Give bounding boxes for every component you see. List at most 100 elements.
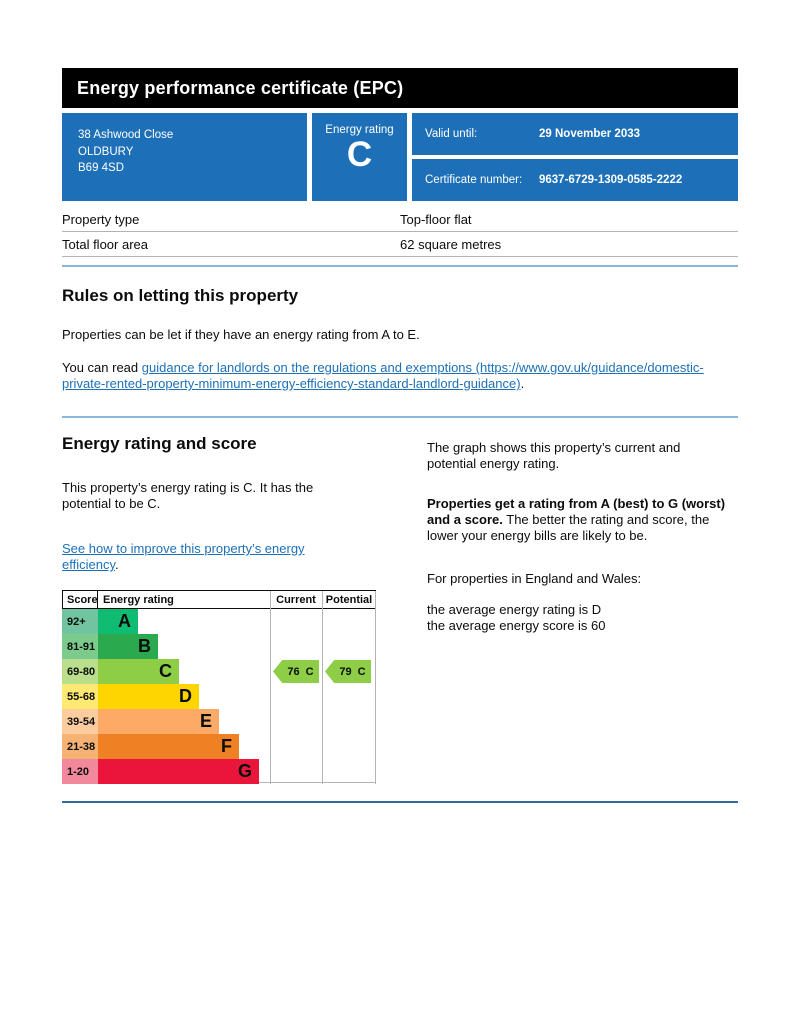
england-wales-line: For properties in England and Wales: xyxy=(427,571,642,586)
band-bar-g: G xyxy=(98,759,259,784)
epc-rating-chart: Score Energy rating Current Potential 92… xyxy=(62,590,376,784)
ratings-explanation: Properties get a rating from A (best) to… xyxy=(427,496,731,544)
rules-guidance-paragraph: You can read guidance for landlords on t… xyxy=(62,360,738,392)
band-letter: E xyxy=(199,711,212,731)
epc-chart-rows: 92+ A 81-91 B 69-80 C 55-68 D 39-54 E 21-38 F 1-20 G xyxy=(62,609,376,784)
band-letter: F xyxy=(221,736,232,756)
energy-rating-value: C xyxy=(346,135,373,174)
current-score: 76 xyxy=(287,665,300,678)
graph-intro: The graph shows this property’s current … xyxy=(427,440,681,471)
rules-section: Rules on letting this property Propertie… xyxy=(62,286,738,392)
valid-until-value: 29 November 2033 xyxy=(539,128,641,140)
table-row: Property type Top-floor flat xyxy=(62,207,738,232)
certificate-number-label: Certificate number: xyxy=(425,174,523,186)
band-bar-area: E xyxy=(98,709,270,734)
ratings-explanation-rest: The better the rating and score, the low… xyxy=(427,512,710,543)
improve-suffix: . xyxy=(115,557,119,572)
current-column-header: Current xyxy=(276,593,316,606)
rating-summary-column: Energy rating and score This property’s … xyxy=(62,434,322,634)
score-range-label: 39-54 xyxy=(62,709,98,734)
rules-paragraph: Properties can be let if they have an en… xyxy=(62,327,420,342)
rating-explanation-column: The graph shows this property’s current … xyxy=(427,434,731,634)
score-range-label: 69-80 xyxy=(62,659,98,684)
landlord-guidance-link[interactable]: guidance for landlords on the regulation… xyxy=(62,360,704,391)
band-letter: D xyxy=(179,686,192,706)
current-rating-arrow: 76 C xyxy=(273,660,319,683)
valid-until-label: Valid until: xyxy=(425,128,478,140)
property-type-label: Property type xyxy=(62,211,140,227)
epc-band-row-c: 69-80 C xyxy=(62,659,376,684)
band-bar-d: D xyxy=(98,684,199,709)
potential-score: 79 xyxy=(339,665,352,678)
certificate-number-value: 9637-6729-1309-0585-2222 xyxy=(539,174,683,186)
valid-until-row: Valid until: 29 November 2033 xyxy=(412,113,738,155)
certificate-title-bar: Energy performance certificate (EPC) xyxy=(62,68,738,108)
certificate-summary-box: 38 Ashwood Close OLDBURY B69 4SD Energy … xyxy=(62,113,738,201)
score-range-label: 92+ xyxy=(62,609,98,634)
section-divider xyxy=(62,265,738,267)
energy-rating-label: Energy rating xyxy=(325,124,394,136)
ratings-explanation-bold: Properties get a rating from A (best) to… xyxy=(427,496,726,527)
band-bar-f: F xyxy=(98,734,239,759)
energy-rating-panel: Energy rating C xyxy=(312,113,407,201)
band-letter: A xyxy=(118,611,131,631)
rating-heading: Energy rating and score xyxy=(62,434,257,453)
floor-area-value: 62 square metres xyxy=(400,236,502,252)
guidance-prefix: You can read xyxy=(62,360,142,375)
certificate-meta: Valid until: 29 November 2033 Certificat… xyxy=(412,113,738,201)
band-bar-e: E xyxy=(98,709,219,734)
page-title: Energy performance certificate (EPC) xyxy=(77,77,404,98)
property-address: 38 Ashwood Close OLDBURY B69 4SD xyxy=(62,113,307,201)
band-letter: B xyxy=(138,636,151,656)
score-range-label: 1-20 xyxy=(62,759,98,784)
score-column-header: Score xyxy=(63,591,98,608)
average-score-line: the average energy score is 60 xyxy=(427,618,606,633)
improve-paragraph: See how to improve this property’s energ… xyxy=(62,541,322,573)
band-bar-area: C xyxy=(98,659,270,684)
section-divider xyxy=(62,416,738,418)
current-band-letter: C xyxy=(305,665,314,678)
band-letter: G xyxy=(237,761,252,781)
chart-header: Score Energy rating Current Potential xyxy=(62,591,376,609)
band-bar-area: G xyxy=(98,759,270,784)
property-details-table: Property type Top-floor flat Total floor… xyxy=(62,207,738,257)
guidance-suffix: . xyxy=(520,376,525,391)
potential-column-border xyxy=(322,591,323,784)
average-rating-line: the average energy rating is D xyxy=(427,602,602,617)
energy-rating-section: Energy rating and score This property’s … xyxy=(62,434,738,634)
epc-band-row-b: 81-91 B xyxy=(62,634,376,659)
potential-band-letter: C xyxy=(357,665,366,678)
band-letter: C xyxy=(159,661,172,681)
address-line-2: OLDBURY xyxy=(78,145,134,158)
address-line-1: 38 Ashwood Close xyxy=(78,129,174,141)
potential-rating-arrow: 79 C xyxy=(325,660,371,683)
epc-band-row-d: 55-68 D xyxy=(62,684,376,709)
band-bar-b: B xyxy=(98,634,158,659)
rating-intro: This property’s energy rating is C. It h… xyxy=(62,480,314,511)
band-bar-area: D xyxy=(98,684,270,709)
property-type-value: Top-floor flat xyxy=(400,211,472,227)
score-range-label: 81-91 xyxy=(62,634,98,659)
potential-column-header: Potential xyxy=(325,593,373,606)
band-bar-a: A xyxy=(98,609,138,634)
table-row: Total floor area 62 square metres xyxy=(62,232,738,257)
epc-band-row-f: 21-38 F xyxy=(62,734,376,759)
score-range-label: 55-68 xyxy=(62,684,98,709)
rating-column-header: Energy rating xyxy=(103,593,174,606)
band-bar-area: A xyxy=(98,609,270,634)
floor-area-label: Total floor area xyxy=(62,236,148,252)
band-bar-area: F xyxy=(98,734,270,759)
band-bar-c: C xyxy=(98,659,179,684)
bottom-divider xyxy=(62,801,738,803)
improve-efficiency-link[interactable]: See how to improve this property’s energ… xyxy=(62,541,305,572)
current-column-border xyxy=(270,591,271,784)
epc-band-row-e: 39-54 E xyxy=(62,709,376,734)
score-range-label: 21-38 xyxy=(62,734,98,759)
rules-heading: Rules on letting this property xyxy=(62,286,299,305)
address-line-3: B69 4SD xyxy=(78,162,125,175)
epc-band-row-a: 92+ A xyxy=(62,609,376,634)
chart-right-border xyxy=(375,591,376,784)
epc-band-row-g: 1-20 G xyxy=(62,759,376,784)
certificate-number-row: Certificate number: 9637-6729-1309-0585-… xyxy=(412,159,738,201)
band-bar-area: B xyxy=(98,634,270,659)
